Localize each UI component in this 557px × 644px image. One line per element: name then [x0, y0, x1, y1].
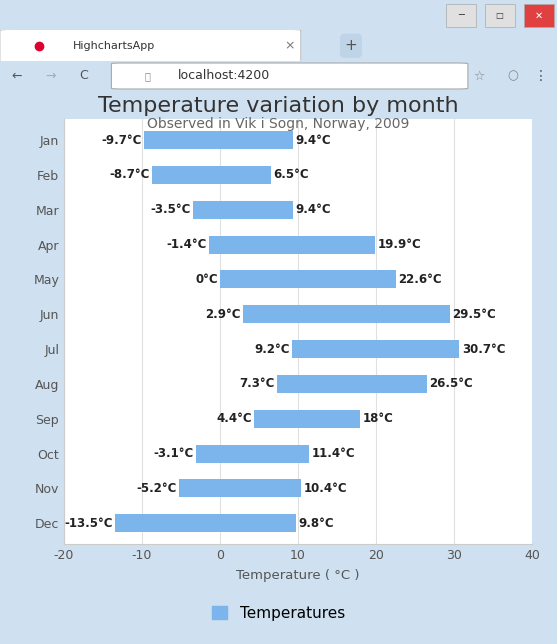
Text: 11.4°C: 11.4°C — [311, 447, 355, 460]
FancyBboxPatch shape — [485, 4, 515, 27]
Text: □: □ — [496, 11, 504, 20]
Text: 18°C: 18°C — [363, 412, 394, 425]
Text: -8.7°C: -8.7°C — [110, 168, 150, 182]
Bar — [152, 166, 271, 184]
Text: Observed in Vik i Sogn, Norway, 2009: Observed in Vik i Sogn, Norway, 2009 — [147, 117, 410, 131]
Text: -1.4°C: -1.4°C — [167, 238, 207, 251]
Legend: Temperatures: Temperatures — [206, 600, 351, 627]
FancyBboxPatch shape — [524, 4, 554, 27]
Text: 7.3°C: 7.3°C — [239, 377, 275, 390]
Text: 9.4°C: 9.4°C — [296, 204, 331, 216]
Text: ⓘ: ⓘ — [145, 71, 151, 81]
Bar — [209, 236, 375, 254]
Text: -9.7°C: -9.7°C — [102, 133, 142, 147]
FancyBboxPatch shape — [0, 30, 301, 62]
Bar — [115, 514, 296, 533]
Bar — [255, 410, 360, 428]
Text: ✕: ✕ — [535, 10, 543, 21]
Text: -3.5°C: -3.5°C — [150, 204, 190, 216]
Text: ⋮: ⋮ — [534, 69, 547, 83]
Text: HighchartsApp: HighchartsApp — [72, 41, 155, 51]
Text: 22.6°C: 22.6°C — [399, 273, 442, 286]
Text: -3.1°C: -3.1°C — [153, 447, 193, 460]
Text: 10.4°C: 10.4°C — [304, 482, 347, 495]
FancyBboxPatch shape — [111, 63, 468, 89]
Text: Temperature variation by month: Temperature variation by month — [98, 96, 459, 117]
Text: ─: ─ — [458, 10, 463, 21]
Text: localhost:4200: localhost:4200 — [178, 70, 271, 82]
Bar — [277, 375, 427, 393]
Text: 19.9°C: 19.9°C — [378, 238, 421, 251]
Text: ○: ○ — [507, 70, 518, 82]
Text: ☆: ☆ — [473, 70, 485, 82]
Text: 9.4°C: 9.4°C — [296, 133, 331, 147]
Text: 9.2°C: 9.2°C — [254, 343, 290, 355]
Text: -13.5°C: -13.5°C — [64, 516, 113, 530]
Text: -5.2°C: -5.2°C — [137, 482, 177, 495]
Text: 26.5°C: 26.5°C — [429, 377, 473, 390]
Bar — [144, 131, 294, 149]
Bar — [220, 270, 396, 289]
Text: 4.4°C: 4.4°C — [216, 412, 252, 425]
Text: 2.9°C: 2.9°C — [205, 308, 240, 321]
Text: ×: × — [285, 39, 295, 52]
Text: 30.7°C: 30.7°C — [462, 343, 505, 355]
Text: →: → — [45, 70, 55, 82]
Bar — [292, 340, 460, 358]
Text: 9.8°C: 9.8°C — [299, 516, 334, 530]
Text: ←: ← — [12, 70, 22, 82]
Bar — [196, 444, 309, 462]
FancyBboxPatch shape — [446, 4, 476, 27]
Bar — [193, 201, 294, 219]
Bar — [179, 479, 301, 498]
X-axis label: Temperature ( °C ): Temperature ( °C ) — [236, 569, 360, 582]
Text: +: + — [345, 38, 357, 53]
Text: 0°C: 0°C — [195, 273, 218, 286]
Text: C: C — [79, 70, 88, 82]
Bar — [243, 305, 450, 323]
Text: 6.5°C: 6.5°C — [273, 168, 309, 182]
Text: 29.5°C: 29.5°C — [452, 308, 496, 321]
